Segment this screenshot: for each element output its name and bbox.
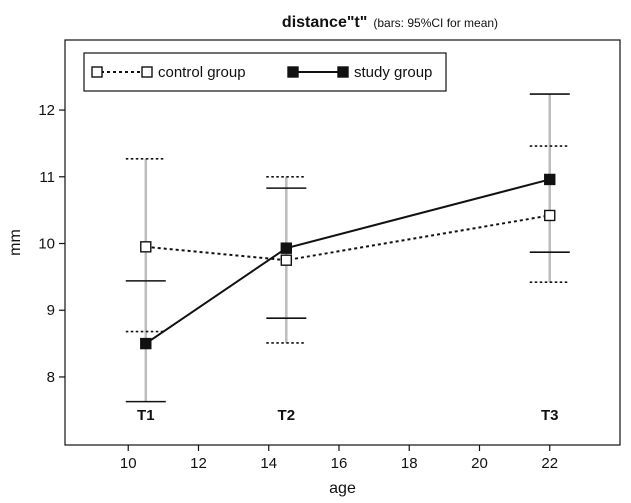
chart-title: distance"t" bbox=[282, 14, 367, 31]
point-label: T2 bbox=[278, 407, 296, 424]
y-tick-label: 10 bbox=[38, 236, 55, 253]
legend-marker bbox=[287, 66, 299, 78]
data-point bbox=[544, 209, 556, 222]
x-tick-label: 12 bbox=[190, 455, 207, 472]
y-tick-label: 11 bbox=[39, 169, 55, 186]
plot-frame bbox=[64, 39, 621, 446]
x-tick-label: 20 bbox=[471, 455, 488, 472]
point-label: T1 bbox=[137, 407, 155, 424]
legend-marker bbox=[141, 66, 153, 78]
x-tick-label: 10 bbox=[120, 455, 137, 472]
series-line bbox=[145, 178, 550, 345]
y-tick-label: 12 bbox=[38, 102, 55, 119]
data-point bbox=[280, 254, 292, 266]
data-point bbox=[140, 241, 152, 253]
legend-marker bbox=[337, 66, 349, 78]
y-tick-label: 8 bbox=[47, 369, 55, 386]
legend-label: control group bbox=[158, 64, 246, 81]
x-tick-label: 14 bbox=[260, 455, 277, 472]
data-point bbox=[544, 173, 556, 186]
x-axis-label: age bbox=[329, 480, 356, 497]
y-axis-label: mm bbox=[7, 229, 24, 256]
data-point bbox=[280, 242, 292, 254]
chart-subtitle: (bars: 95%CI for mean) bbox=[373, 16, 498, 30]
y-tick-label: 9 bbox=[47, 302, 55, 319]
x-tick-label: 16 bbox=[331, 455, 348, 472]
chart-title-group: distance"t" (bars: 95%CI for mean) bbox=[282, 14, 498, 31]
legend-marker bbox=[91, 66, 103, 78]
point-label: T3 bbox=[541, 407, 559, 424]
series-line bbox=[145, 214, 550, 262]
x-tick-label: 18 bbox=[401, 455, 418, 472]
x-tick-label: 22 bbox=[541, 455, 558, 472]
legend-label: study group bbox=[354, 64, 432, 81]
data-point bbox=[140, 337, 152, 350]
